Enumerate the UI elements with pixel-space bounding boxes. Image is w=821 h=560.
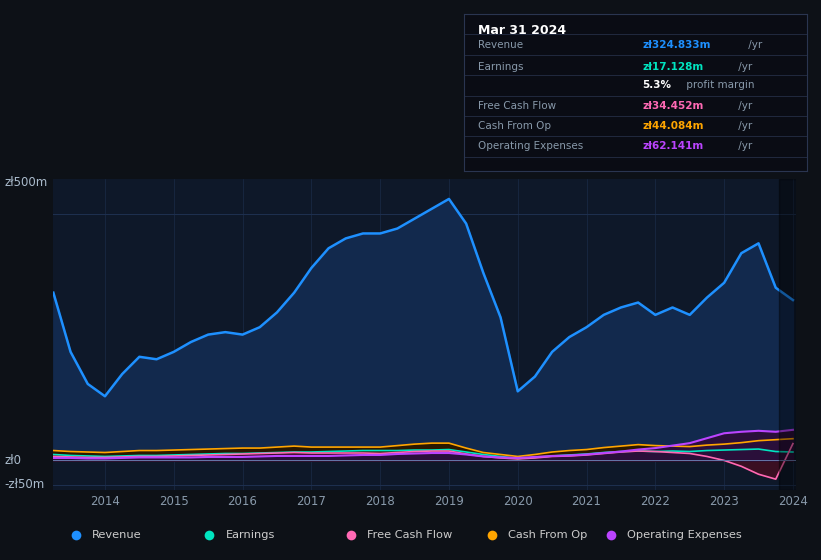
- Text: Earnings: Earnings: [226, 530, 275, 540]
- Text: zł500m: zł500m: [4, 175, 48, 189]
- Text: zł324.833m: zł324.833m: [642, 40, 711, 50]
- Text: zł44.084m: zł44.084m: [642, 121, 704, 131]
- Text: zł34.452m: zł34.452m: [642, 101, 704, 111]
- Text: profit margin: profit margin: [684, 80, 755, 90]
- Text: Operating Expenses: Operating Expenses: [627, 530, 741, 540]
- Text: Free Cash Flow: Free Cash Flow: [367, 530, 452, 540]
- Text: Revenue: Revenue: [478, 40, 523, 50]
- Text: /yr: /yr: [735, 62, 752, 72]
- Text: /yr: /yr: [745, 40, 763, 50]
- Text: zł62.141m: zł62.141m: [642, 142, 704, 152]
- Text: Operating Expenses: Operating Expenses: [478, 142, 583, 152]
- Text: zł17.128m: zł17.128m: [642, 62, 704, 72]
- Bar: [779, 179, 800, 490]
- Text: -zł50m: -zł50m: [4, 478, 44, 491]
- Text: Cash From Op: Cash From Op: [478, 121, 551, 131]
- Text: Free Cash Flow: Free Cash Flow: [478, 101, 556, 111]
- Text: /yr: /yr: [735, 142, 752, 152]
- Text: Cash From Op: Cash From Op: [508, 530, 588, 540]
- Text: Earnings: Earnings: [478, 62, 523, 72]
- Text: Revenue: Revenue: [92, 530, 142, 540]
- Text: Mar 31 2024: Mar 31 2024: [478, 24, 566, 37]
- Text: /yr: /yr: [735, 121, 752, 131]
- Text: 5.3%: 5.3%: [642, 80, 672, 90]
- Text: /yr: /yr: [735, 101, 752, 111]
- Text: zł0: zł0: [4, 454, 21, 467]
